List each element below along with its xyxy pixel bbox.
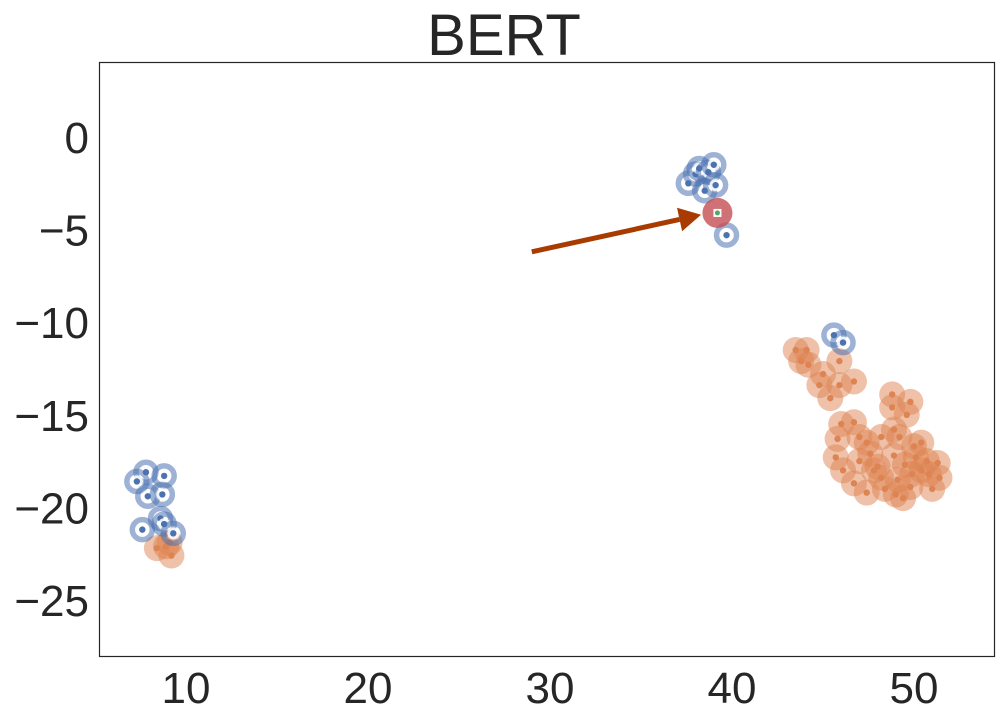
y-axis-ticks: 0 −5 −10 −15 −20 −25 xyxy=(14,114,89,626)
orange-center-dot xyxy=(896,433,903,441)
orange-center-dot xyxy=(816,381,823,389)
x-tick-label: 10 xyxy=(162,664,211,713)
y-tick-label: −20 xyxy=(14,484,89,533)
orange-center-dot xyxy=(805,361,812,368)
y-tick-label: 0 xyxy=(65,114,89,163)
orange-points xyxy=(143,336,953,569)
blue-ring-marker xyxy=(702,172,729,198)
x-tick-label: 30 xyxy=(526,664,575,713)
orange-center-dot xyxy=(836,357,843,365)
x-tick-label: 40 xyxy=(708,664,757,713)
blue-ring-marker xyxy=(830,329,856,356)
orange-center-dot xyxy=(899,494,907,502)
orange-center-dot xyxy=(827,394,834,402)
orange-center-dot xyxy=(903,411,910,418)
blue-center-dot xyxy=(133,478,141,485)
blue-center-dot xyxy=(139,526,146,533)
blue-center-dot xyxy=(712,181,719,189)
orange-center-dot xyxy=(850,419,858,426)
blue-center-dot xyxy=(710,161,717,168)
blue-center-dot xyxy=(170,530,177,537)
y-tick-label: −10 xyxy=(14,299,89,348)
orange-center-dot xyxy=(863,489,870,496)
arrow-shaft xyxy=(531,217,681,255)
arrow-head-icon xyxy=(677,207,702,232)
blue-points xyxy=(124,152,856,547)
blue-ring-marker xyxy=(160,520,187,547)
orange-center-dot xyxy=(836,381,843,389)
orange-center-dot xyxy=(834,435,841,443)
orange-center-dot xyxy=(918,439,925,446)
red-highlight-dot xyxy=(714,210,720,216)
y-tick-label: −25 xyxy=(14,577,89,626)
blue-center-dot xyxy=(160,472,168,480)
highlighted-point xyxy=(702,197,733,228)
orange-center-dot xyxy=(888,404,896,411)
x-axis-ticks: 10 20 30 40 50 xyxy=(162,664,939,713)
blue-center-dot xyxy=(159,491,166,498)
blue-ring-marker xyxy=(713,222,740,248)
plot-frame xyxy=(98,61,996,658)
blue-ring-marker xyxy=(149,481,176,508)
blue-ring-marker xyxy=(129,516,156,543)
orange-center-dot xyxy=(850,378,858,385)
y-tick-label: −15 xyxy=(14,392,89,441)
orange-center-dot xyxy=(850,480,858,487)
orange-center-dot xyxy=(934,459,941,467)
x-tick-label: 50 xyxy=(890,664,939,713)
blue-center-dot xyxy=(144,493,151,500)
annotation-arrow xyxy=(531,207,702,255)
orange-center-dot xyxy=(874,463,881,470)
blue-center-dot xyxy=(839,339,847,346)
chart-title: BERT xyxy=(427,3,581,68)
orange-center-dot xyxy=(839,467,847,474)
orange-center-dot xyxy=(912,454,920,461)
blue-center-dot xyxy=(723,231,730,239)
y-tick-label: −5 xyxy=(39,207,89,256)
orange-center-dot xyxy=(894,476,901,483)
x-tick-label: 20 xyxy=(344,664,393,713)
orange-center-dot xyxy=(929,485,936,493)
orange-center-dot xyxy=(856,457,863,465)
